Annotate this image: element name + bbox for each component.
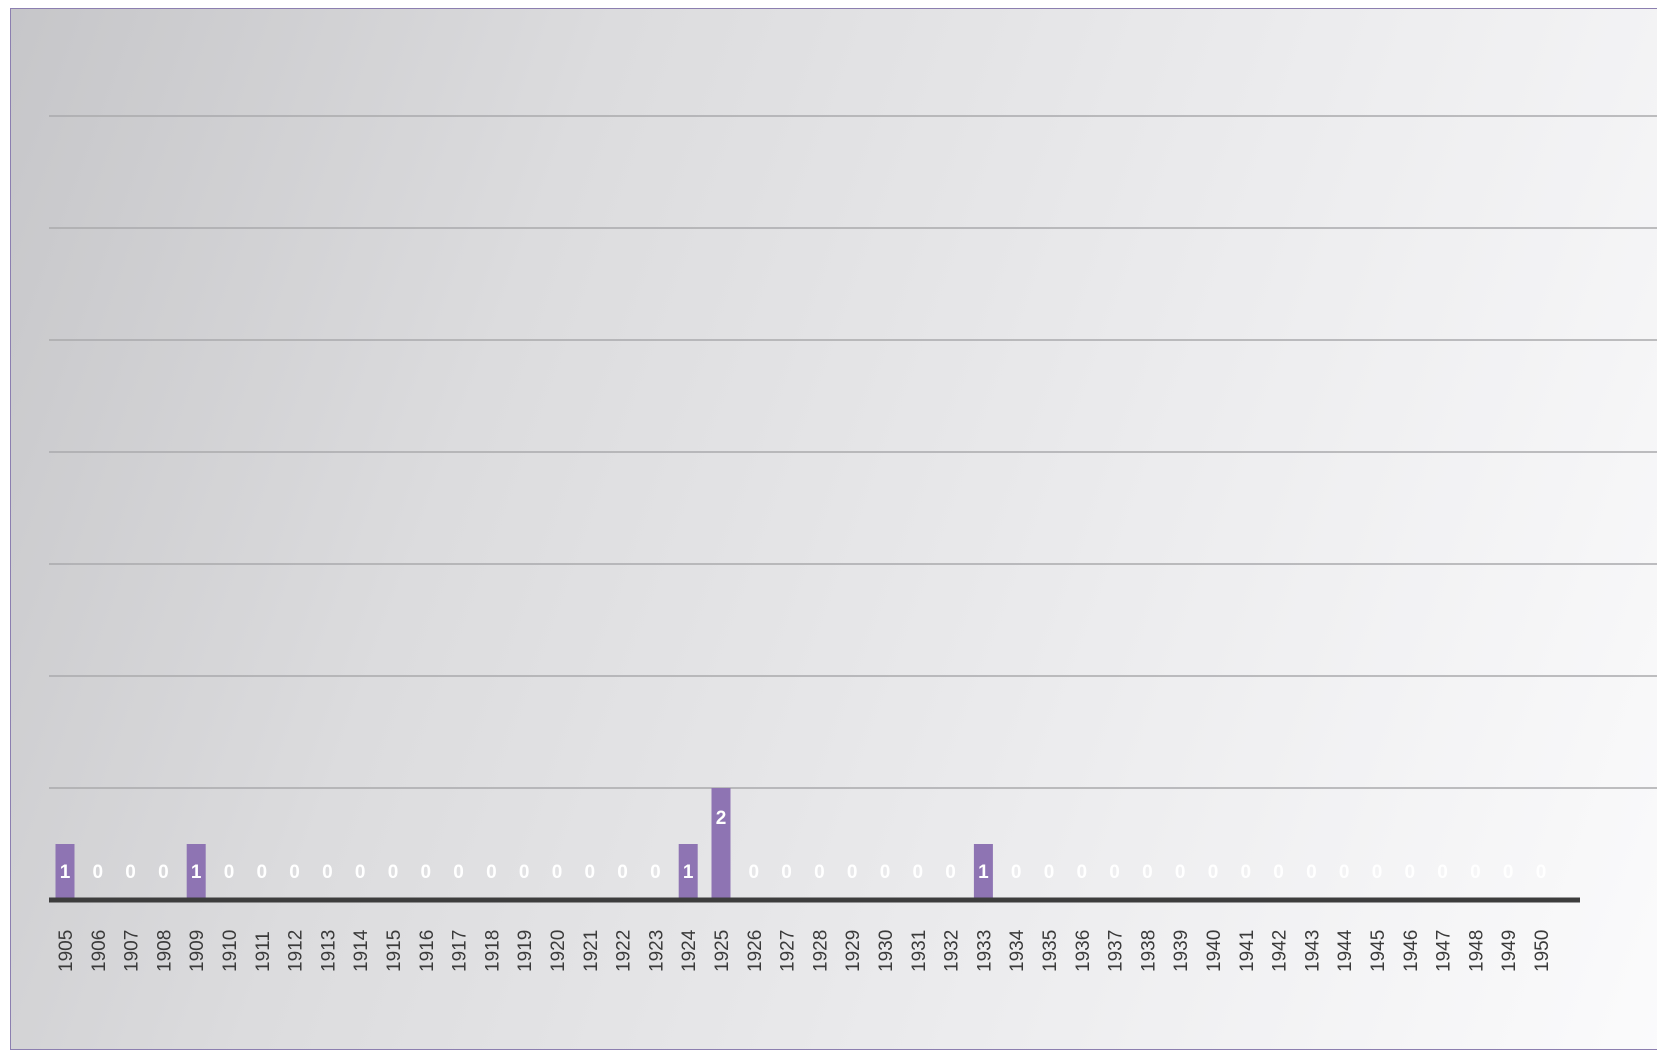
data-label-1944: 0 [1339, 862, 1350, 883]
data-label-1920: 0 [552, 862, 563, 883]
x-tick-label: 1924 [679, 929, 700, 972]
data-label-1919: 0 [519, 862, 530, 883]
x-tick-label: 1932 [942, 930, 963, 972]
x-tick-label: 1916 [417, 930, 438, 972]
data-label-1911: 0 [257, 862, 268, 883]
data-label-1916: 0 [421, 862, 432, 883]
x-tick-label: 1949 [1499, 930, 1520, 972]
x-tick-label: 1923 [646, 930, 667, 972]
data-label-1917: 0 [453, 862, 464, 883]
data-label-1940: 0 [1208, 862, 1219, 883]
x-tick-label: 1945 [1368, 930, 1389, 972]
data-label-1914: 0 [355, 862, 366, 883]
data-label-1936: 0 [1077, 862, 1088, 883]
data-label-1948: 0 [1470, 862, 1481, 883]
data-label-1924: 1 [683, 862, 694, 883]
data-label-1946: 0 [1405, 862, 1416, 883]
data-label-1907: 0 [125, 862, 136, 883]
data-label-1906: 0 [93, 862, 104, 883]
data-label-1947: 0 [1437, 862, 1448, 883]
x-tick-label: 1917 [450, 930, 471, 972]
x-tick-label: 1907 [122, 930, 143, 972]
data-label-1913: 0 [322, 862, 333, 883]
x-tick-label: 1928 [810, 930, 831, 972]
chart-area [10, 8, 1657, 1050]
data-label-1939: 0 [1175, 862, 1186, 883]
data-label-1942: 0 [1273, 862, 1284, 883]
x-tick-label: 1913 [318, 930, 339, 972]
data-label-1915: 0 [388, 862, 399, 883]
data-label-1938: 0 [1142, 862, 1153, 883]
x-tick-label: 1925 [712, 930, 733, 972]
x-tick-label: 1935 [1040, 930, 1061, 972]
bar-1909 [186, 844, 206, 900]
bar-1905 [55, 844, 75, 900]
data-label-1909: 1 [191, 862, 202, 883]
data-label-1930: 0 [880, 862, 891, 883]
x-tick-label: 1909 [187, 930, 208, 972]
x-tick-label: 1940 [1204, 930, 1225, 972]
data-label-1931: 0 [913, 862, 924, 883]
data-label-1949: 0 [1503, 862, 1514, 883]
x-tick-label: 1915 [384, 930, 405, 972]
x-tick-label: 1929 [843, 930, 864, 972]
data-label-1926: 0 [749, 862, 760, 883]
x-tick-label: 1918 [482, 930, 503, 972]
data-label-1941: 0 [1241, 862, 1252, 883]
data-label-1912: 0 [289, 862, 300, 883]
x-tick-label: 1927 [778, 930, 799, 972]
x-tick-label: 1937 [1106, 930, 1127, 972]
data-label-1933: 1 [978, 862, 989, 883]
bar-1933 [973, 844, 993, 900]
data-label-1937: 0 [1109, 862, 1120, 883]
x-tick-label: 1939 [1171, 930, 1192, 972]
x-tick-label: 1926 [745, 930, 766, 972]
data-label-1921: 0 [585, 862, 596, 883]
data-label-1950: 0 [1536, 862, 1547, 883]
data-label-1925: 2 [716, 808, 727, 829]
data-label-1932: 0 [945, 862, 956, 883]
x-tick-label: 1946 [1401, 930, 1422, 972]
data-label-1908: 0 [158, 862, 169, 883]
data-label-1929: 0 [847, 862, 858, 883]
x-tick-label: 1942 [1270, 930, 1291, 972]
data-label-1934: 0 [1011, 862, 1022, 883]
data-label-1927: 0 [781, 862, 792, 883]
data-label-1918: 0 [486, 862, 497, 883]
x-tick-label: 1933 [974, 930, 995, 972]
data-label-1923: 0 [650, 862, 661, 883]
x-tick-label: 1920 [548, 930, 569, 972]
x-tick-label: 1905 [56, 930, 77, 972]
data-label-1935: 0 [1044, 862, 1055, 883]
x-tick-label: 1910 [220, 930, 241, 972]
x-tick-label: 1912 [286, 930, 307, 972]
bar-1925 [711, 788, 731, 900]
x-tick-label: 1950 [1532, 930, 1553, 972]
data-label-1943: 0 [1306, 862, 1317, 883]
data-label-1945: 0 [1372, 862, 1383, 883]
x-tick-label: 1930 [876, 930, 897, 972]
x-tick-label: 1948 [1466, 930, 1487, 972]
x-tick-label: 1938 [1138, 930, 1159, 972]
data-label-1905: 1 [60, 862, 71, 883]
x-tick-label: 1934 [1007, 929, 1028, 972]
x-tick-label: 1906 [89, 930, 110, 972]
bar-1924 [678, 844, 698, 900]
x-tick-label: 1922 [614, 930, 635, 972]
x-tick-label: 1941 [1237, 930, 1258, 972]
data-label-1910: 0 [224, 862, 235, 883]
x-tick-label: 1914 [351, 929, 372, 972]
data-label-1922: 0 [617, 862, 628, 883]
x-tick-label: 1931 [909, 930, 930, 972]
x-tick-label: 1944 [1335, 929, 1356, 972]
x-tick-label: 1936 [1073, 930, 1094, 972]
x-tick-label: 1908 [154, 930, 175, 972]
x-tick-label: 1943 [1302, 930, 1323, 972]
x-tick-label: 1921 [581, 930, 602, 972]
x-tick-label: 1947 [1434, 930, 1455, 972]
x-tick-label: 1919 [515, 930, 536, 972]
data-label-1928: 0 [814, 862, 825, 883]
x-tick-label: 1911 [253, 931, 274, 972]
